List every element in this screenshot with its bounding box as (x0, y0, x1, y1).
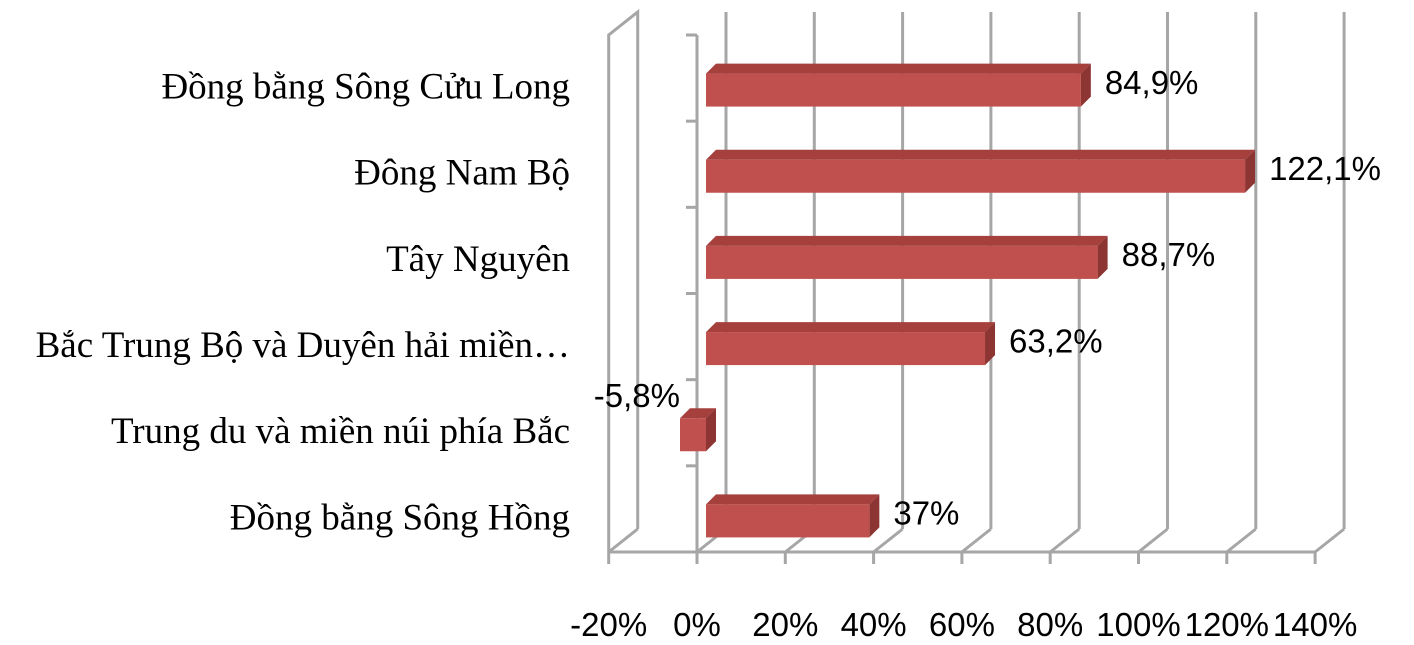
bar (706, 73, 1081, 107)
bar-side (1097, 235, 1108, 279)
bar-top (680, 408, 716, 419)
floor-gridline (1225, 527, 1257, 554)
bar (706, 159, 1246, 193)
category-label: Đông Nam Bộ (354, 153, 570, 194)
bar (706, 332, 986, 366)
bar-side (1245, 149, 1256, 193)
x-tick-label: 0% (673, 606, 721, 643)
data-label: 84,9% (1105, 64, 1199, 101)
bar-top (706, 494, 880, 505)
bar (706, 245, 1098, 279)
data-label: 88,7% (1122, 236, 1216, 273)
floor-gridline (960, 527, 992, 554)
category-label: Trung du và miền núi phía Bắc (111, 411, 570, 452)
bar-side (1080, 63, 1091, 107)
bar-side (706, 408, 716, 452)
bar-top (706, 322, 996, 333)
bar (680, 418, 706, 452)
x-tick-label: 120% (1185, 606, 1269, 643)
data-label: 63,2% (1009, 322, 1103, 359)
category-label: Tây Nguyên (386, 239, 570, 280)
x-tick-label: 60% (929, 606, 995, 643)
bar-top (706, 235, 1108, 246)
data-label: 37% (893, 495, 959, 532)
bar-side (869, 494, 880, 538)
bar (706, 504, 870, 538)
bar-top (706, 63, 1091, 74)
category-label: Đồng bằng Sông Cửu Long (161, 67, 570, 108)
bar-top (706, 149, 1256, 160)
data-label: -5,8% (594, 377, 680, 414)
x-tick-label: 140% (1273, 606, 1357, 643)
category-label: Bắc Trung Bộ và Duyên hải miền… (36, 325, 570, 366)
bar-side (985, 322, 996, 366)
floor-gridline (1137, 527, 1169, 554)
floor-gridline (1049, 527, 1081, 554)
x-tick-label: 20% (752, 606, 818, 643)
left-wall (607, 8, 640, 552)
x-tick-label: 100% (1096, 606, 1180, 643)
floor-gridline (872, 527, 904, 554)
x-tick-label: 40% (841, 606, 907, 643)
floor-gridline (607, 527, 639, 554)
x-tick-label: 80% (1017, 606, 1083, 643)
floor-gridline (1314, 527, 1346, 554)
data-label: 122,1% (1269, 150, 1381, 187)
x-tick-label: -20% (570, 606, 647, 643)
category-label: Đồng bằng Sông Hồng (230, 497, 570, 538)
